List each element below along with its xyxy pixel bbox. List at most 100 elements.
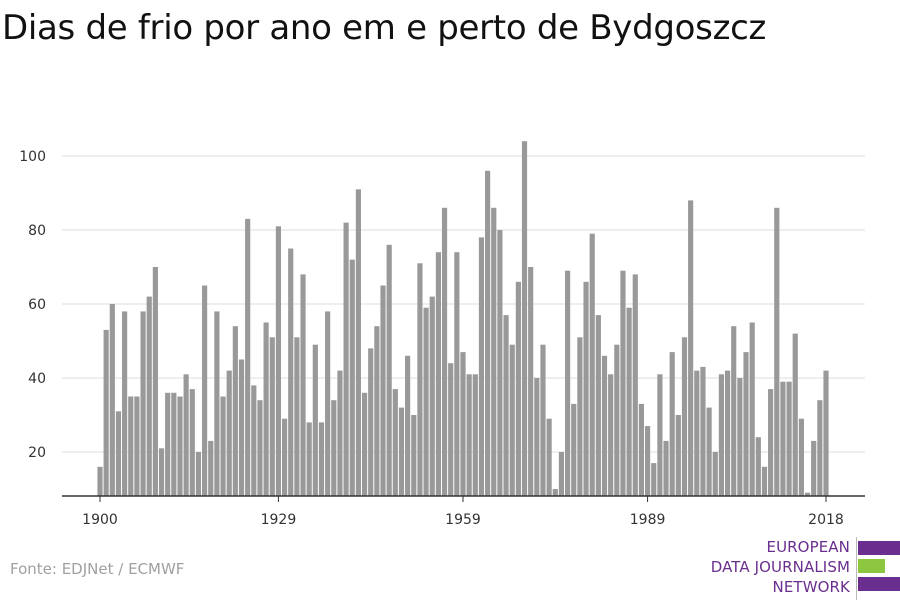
- bar: [208, 440, 214, 496]
- bar: [786, 381, 792, 496]
- bar: [275, 226, 282, 497]
- bar: [417, 263, 423, 496]
- bar: [411, 415, 417, 496]
- bar: [405, 355, 411, 496]
- logo-bar-top: [858, 541, 900, 555]
- bar: [755, 437, 761, 496]
- bar: [509, 344, 515, 496]
- bar: [571, 403, 577, 496]
- bar: [392, 389, 398, 496]
- bar: [134, 396, 140, 496]
- bar: [214, 311, 220, 496]
- bar: [528, 267, 534, 496]
- bar: [743, 352, 749, 496]
- bar: [374, 326, 380, 496]
- bar: [811, 440, 817, 496]
- bar: [368, 348, 374, 496]
- bar: [644, 426, 651, 496]
- logo-bar-middle: [858, 559, 885, 573]
- bar: [608, 374, 614, 496]
- bar: [706, 407, 712, 496]
- bar: [663, 440, 669, 496]
- logo-line-1: EUROPEAN: [766, 538, 850, 556]
- bar: [349, 259, 355, 496]
- bar: [485, 170, 491, 497]
- y-tick-label: 20: [28, 445, 46, 461]
- bar: [565, 270, 571, 496]
- bar: [202, 285, 208, 496]
- bar: [226, 370, 232, 496]
- bar: [798, 418, 804, 496]
- bar: [115, 411, 122, 496]
- bar: [146, 296, 152, 496]
- edjnet-logo: EUROPEAN DATA JOURNALISM NETWORK: [700, 537, 900, 600]
- bar: [546, 418, 552, 496]
- bar: [823, 370, 829, 496]
- bar: [669, 352, 675, 496]
- bar: [601, 355, 608, 496]
- bar: [632, 274, 638, 496]
- x-tick-label: 1900: [82, 512, 118, 528]
- bar: [749, 322, 755, 496]
- bar: [325, 311, 331, 496]
- bar: [472, 374, 478, 496]
- bar: [620, 270, 626, 496]
- bar: [269, 337, 275, 496]
- y-tick-label: 60: [28, 297, 46, 313]
- bar: [460, 352, 466, 496]
- bar: [288, 248, 294, 496]
- bar: [294, 337, 300, 496]
- bar: [724, 370, 731, 496]
- bar: [183, 374, 189, 496]
- bar: [675, 415, 681, 496]
- x-tick-label: 1959: [445, 512, 481, 528]
- bar: [577, 337, 583, 496]
- bar: [657, 374, 663, 496]
- y-tick-label: 40: [28, 371, 46, 387]
- bar: [626, 307, 632, 496]
- bar: [281, 418, 288, 496]
- x-tick-label: 1929: [261, 512, 297, 528]
- bar: [429, 296, 435, 496]
- bar: [263, 322, 269, 496]
- bar: [817, 400, 823, 496]
- bar: [380, 285, 386, 496]
- bar: [122, 311, 128, 496]
- bar: [448, 363, 454, 496]
- bar: [491, 207, 497, 497]
- bar: [478, 237, 485, 496]
- chart-title: Dias de frio por ano em e perto de Bydgo…: [2, 8, 767, 48]
- bar: [331, 400, 337, 496]
- y-axis-ticks: 20 40 60 80 100: [19, 149, 46, 461]
- bar: [614, 344, 620, 496]
- bar: [651, 463, 657, 496]
- source-note: Fonte: EDJNet / ECMWF: [10, 560, 185, 578]
- bar: [312, 344, 318, 496]
- bar: [158, 448, 165, 496]
- bar: [238, 359, 245, 496]
- bar: [521, 141, 528, 496]
- bar: [109, 304, 115, 496]
- bar: [300, 274, 306, 496]
- bar: [792, 333, 798, 496]
- bar: [423, 307, 429, 496]
- bar: [165, 392, 171, 496]
- bar: [552, 489, 558, 496]
- bar: [140, 311, 146, 496]
- bar: [718, 374, 724, 496]
- bar: [774, 207, 780, 497]
- bar: [220, 396, 226, 496]
- bar: [688, 200, 694, 496]
- bar: [337, 370, 343, 496]
- bar: [232, 326, 238, 496]
- bar: [780, 381, 786, 496]
- bar: [386, 244, 392, 496]
- bar: [694, 370, 700, 496]
- bars: [97, 141, 829, 497]
- bar: [638, 403, 645, 496]
- bar: [534, 378, 540, 496]
- x-tick-label: 1989: [630, 512, 666, 528]
- bar: [257, 400, 263, 496]
- bar: [355, 189, 361, 497]
